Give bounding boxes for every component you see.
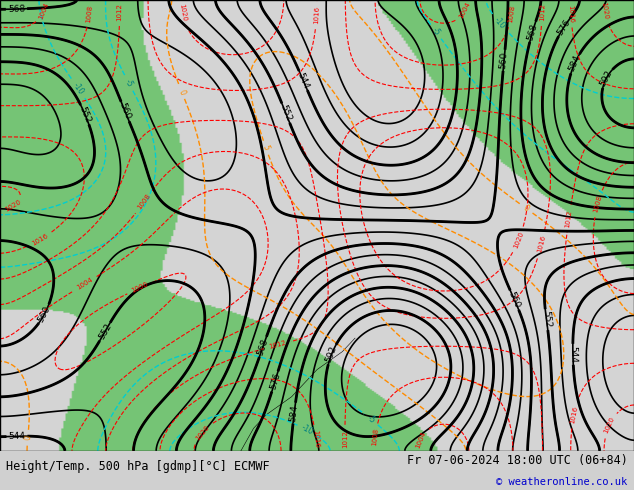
Text: 552: 552 xyxy=(278,103,293,122)
Text: 1020: 1020 xyxy=(194,424,210,441)
Text: 560: 560 xyxy=(499,51,509,69)
Text: 1016: 1016 xyxy=(312,430,320,448)
Text: 1016: 1016 xyxy=(313,6,320,24)
Text: 1012: 1012 xyxy=(117,3,123,21)
Text: 576: 576 xyxy=(268,372,281,391)
Text: 584: 584 xyxy=(288,404,300,422)
Text: 1020: 1020 xyxy=(600,1,609,20)
Text: 568: 568 xyxy=(256,337,270,356)
Text: 544: 544 xyxy=(295,71,311,90)
Text: 1016: 1016 xyxy=(569,405,579,424)
Text: -5: -5 xyxy=(365,414,377,425)
Text: 544: 544 xyxy=(568,346,578,363)
Text: 1004: 1004 xyxy=(75,277,94,291)
Text: 560: 560 xyxy=(37,304,53,324)
Text: 1020: 1020 xyxy=(4,198,22,213)
Text: 592: 592 xyxy=(598,69,614,88)
Text: 1008: 1008 xyxy=(507,4,516,23)
Text: 544: 544 xyxy=(8,432,25,441)
Text: 0: 0 xyxy=(521,203,530,213)
Text: 1020: 1020 xyxy=(603,416,616,435)
Text: Height/Temp. 500 hPa [gdmp][°C] ECMWF: Height/Temp. 500 hPa [gdmp][°C] ECMWF xyxy=(6,460,270,473)
Text: 1004: 1004 xyxy=(38,1,50,20)
Text: 568: 568 xyxy=(526,22,540,41)
Text: 1004: 1004 xyxy=(458,1,472,20)
Text: 560: 560 xyxy=(118,102,133,121)
Text: -5: -5 xyxy=(123,77,134,88)
Text: 560: 560 xyxy=(507,291,522,310)
Text: 1012: 1012 xyxy=(539,3,545,21)
Text: 0: 0 xyxy=(23,435,32,440)
Text: 1008: 1008 xyxy=(372,428,379,446)
Text: 1016: 1016 xyxy=(567,4,574,23)
Text: 1008: 1008 xyxy=(86,4,93,23)
Text: 1020: 1020 xyxy=(512,230,525,249)
Text: 1016: 1016 xyxy=(536,235,547,254)
Text: 1008: 1008 xyxy=(136,193,152,211)
Text: 584: 584 xyxy=(567,54,582,73)
Text: 1012: 1012 xyxy=(268,340,287,350)
Text: 1012: 1012 xyxy=(565,209,573,228)
Text: -5: -5 xyxy=(430,26,442,37)
Text: 5: 5 xyxy=(261,144,271,151)
Text: 552: 552 xyxy=(97,322,113,342)
Text: -10: -10 xyxy=(300,423,315,437)
Text: 0: 0 xyxy=(177,88,187,96)
Text: 1020: 1020 xyxy=(178,2,187,21)
Text: 1012: 1012 xyxy=(342,430,348,448)
Text: 1016: 1016 xyxy=(30,233,49,247)
Text: 552: 552 xyxy=(77,105,93,124)
Text: -10: -10 xyxy=(492,15,507,30)
Text: -10: -10 xyxy=(71,81,86,97)
Text: 1000: 1000 xyxy=(131,281,150,294)
Text: 1004: 1004 xyxy=(415,431,427,450)
Text: 568: 568 xyxy=(8,4,25,14)
Text: 1008: 1008 xyxy=(593,194,603,213)
Text: © weatheronline.co.uk: © weatheronline.co.uk xyxy=(496,477,628,487)
Text: 552: 552 xyxy=(541,311,552,329)
Text: 576: 576 xyxy=(555,17,573,37)
Text: 592: 592 xyxy=(324,344,339,364)
Text: Fr 07-06-2024 18:00 UTC (06+84): Fr 07-06-2024 18:00 UTC (06+84) xyxy=(407,454,628,467)
